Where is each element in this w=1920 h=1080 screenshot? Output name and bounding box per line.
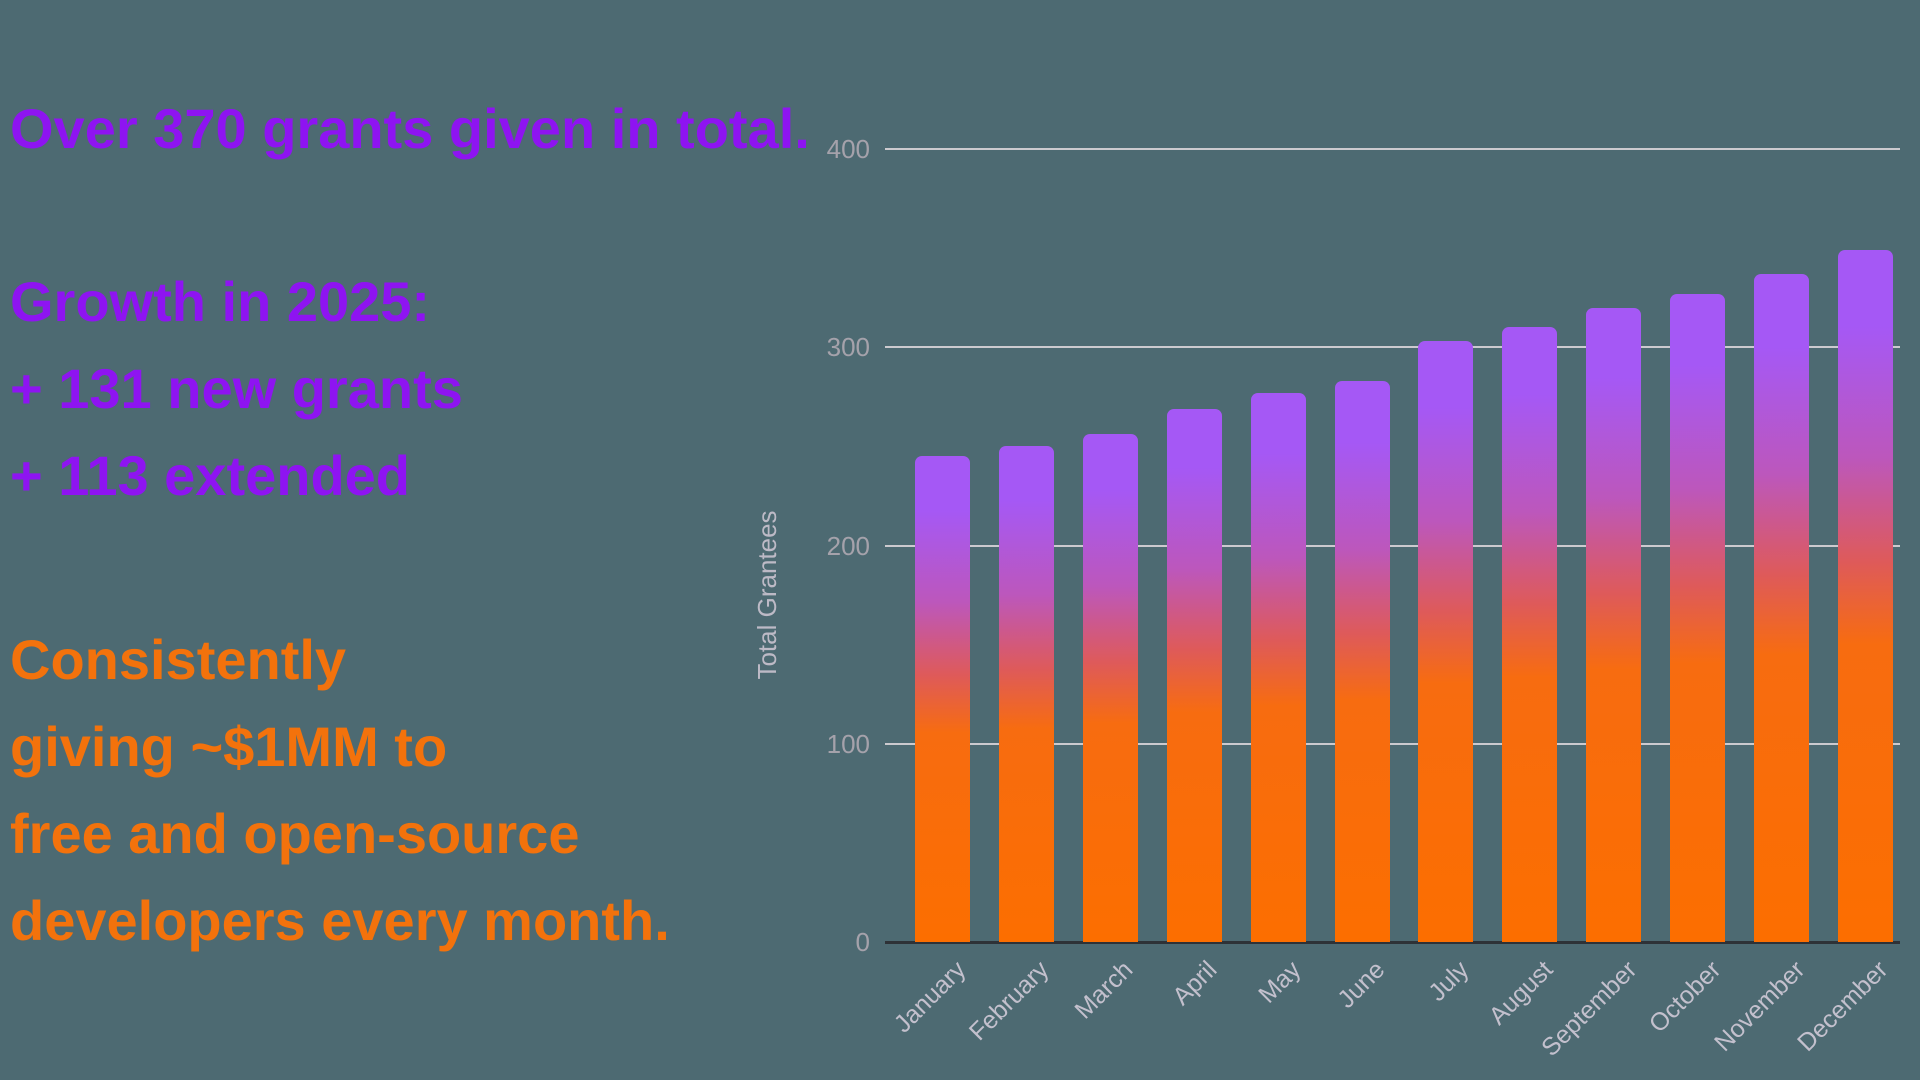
- y-tick-label-200: 200: [826, 530, 870, 561]
- y-tick-label-300: 300: [826, 332, 870, 363]
- bar-november: [1754, 273, 1809, 942]
- y-axis-title: Total Grantees: [752, 510, 782, 680]
- giving-statement-line-3: free and open-source: [10, 802, 580, 865]
- bar-may: [1250, 392, 1306, 942]
- total-grants-headline: Over 370 grants given in total.: [10, 97, 810, 160]
- giving-statement-line-2: giving ~$1MM to: [10, 715, 448, 778]
- bar-february: [998, 446, 1054, 942]
- giving-statement-line-1: Consistently: [10, 628, 347, 691]
- extended-grants-stat: + 113 extended: [10, 444, 411, 507]
- bar-july: [1418, 341, 1474, 942]
- gridline-100: [885, 742, 1900, 745]
- x-axis-baseline: [885, 941, 1900, 944]
- gridline-400: [885, 148, 1900, 150]
- bar-june: [1334, 380, 1390, 942]
- bar-april: [1166, 408, 1222, 942]
- giving-statement-line-4: developers every month.: [10, 889, 670, 952]
- gridline-300: [885, 346, 1900, 349]
- bar-december: [1837, 250, 1893, 942]
- bar-october: [1670, 293, 1726, 942]
- bar-january: [915, 456, 970, 942]
- y-tick-label-0: 0: [855, 927, 870, 957]
- gridline-200: [885, 544, 1900, 547]
- bar-august: [1502, 327, 1558, 942]
- new-grants-stat: + 131 new grants: [10, 357, 463, 420]
- y-tick-label-100: 100: [826, 728, 870, 759]
- bar-september: [1586, 307, 1642, 942]
- growth-2025-heading: Growth in 2025:: [10, 270, 431, 333]
- y-tick-label-400: 400: [826, 134, 870, 164]
- bar-march: [1082, 434, 1138, 942]
